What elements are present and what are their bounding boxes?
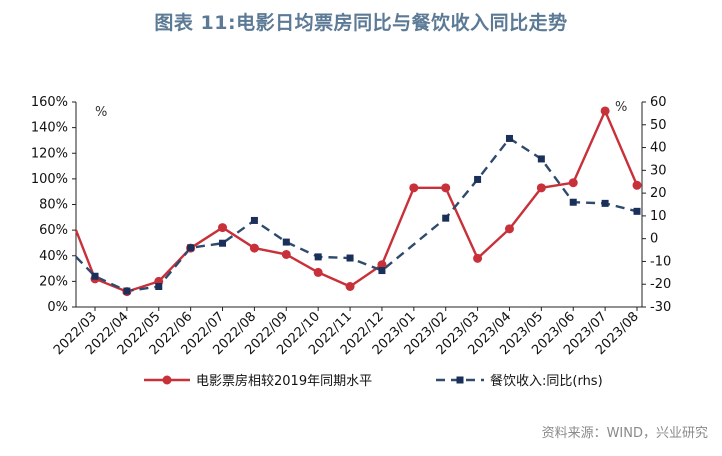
catering-point (474, 175, 482, 183)
box-office-point (377, 260, 387, 270)
left-axis-unit: % (95, 105, 107, 120)
catering-point (569, 198, 577, 206)
catering-point (91, 272, 99, 280)
right-tick-label: 20 (650, 186, 667, 201)
box-office-point (345, 282, 355, 291)
catering-line (75, 137, 638, 293)
legend-label-box-office: 电影票房相较2019年同期水平 (196, 373, 372, 389)
catering-point (633, 207, 641, 215)
catering-point (219, 239, 227, 247)
series-lines (74, 109, 639, 293)
box-office-point (218, 223, 228, 233)
catering-point (601, 199, 609, 207)
right-tick-label: -20 (650, 277, 671, 292)
series-markers (90, 106, 642, 297)
box-office-point (632, 180, 642, 190)
source-note: 资料来源：WIND，兴业研究 (541, 426, 708, 441)
legend-label-catering: 餐饮收入:同比(rhs) (490, 373, 603, 389)
left-tick-label: 20% (39, 274, 68, 289)
right-axis-unit: % (615, 100, 627, 115)
right-tick-label: 10 (650, 209, 667, 224)
left-tick-label: 80% (39, 198, 68, 213)
catering-point (505, 134, 513, 142)
left-tick-label: 100% (31, 172, 68, 187)
catering-point (346, 254, 354, 262)
right-tick-label: 30 (650, 163, 667, 178)
catering-point (442, 214, 450, 222)
left-tick-label: 0% (47, 300, 68, 315)
right-tick-label: 0 (650, 232, 658, 247)
box-office-point (600, 106, 610, 116)
left-tick-label: 60% (39, 223, 68, 238)
right-tick-label: -10 (650, 254, 671, 269)
catering-point (123, 287, 131, 295)
catering-point (537, 155, 545, 163)
right-tick-label: 50 (650, 118, 667, 133)
catering-point (187, 244, 195, 252)
box-office-point (409, 183, 419, 193)
legend-marker-box-office (162, 375, 172, 385)
left-tick-label: 120% (31, 146, 68, 161)
box-office-point (249, 243, 259, 253)
catering-point (282, 238, 290, 246)
box-office-point (504, 224, 514, 234)
right-tick-label: 40 (650, 141, 667, 156)
box-office-point (313, 267, 323, 277)
left-tick-label: 160% (31, 95, 68, 110)
chart-title: 图表 11:电影日均票房同比与餐饮收入同比走势 (154, 12, 568, 34)
catering-point (378, 267, 386, 275)
legend-marker-catering (456, 376, 464, 384)
box-office-point (568, 178, 578, 188)
chart-axes: 0% 20% 40% 60% 80% 100% 120% 140% 160% -30 -20 -10 0… (31, 95, 671, 358)
box-office-point (281, 249, 291, 259)
box-office-line (74, 109, 639, 293)
catering-point (155, 283, 163, 290)
right-tick-label: 60 (650, 95, 667, 110)
chart-legend: 电影票房相较2019年同期水平 餐饮收入:同比(rhs) (144, 373, 603, 389)
catering-point (250, 216, 258, 224)
left-tick-label: 40% (39, 249, 68, 264)
box-office-point (536, 183, 546, 193)
right-tick-label: -30 (650, 300, 671, 315)
catering-point (314, 253, 322, 261)
box-office-point (473, 253, 483, 263)
left-tick-label: 140% (31, 121, 68, 136)
box-office-point (441, 183, 451, 193)
